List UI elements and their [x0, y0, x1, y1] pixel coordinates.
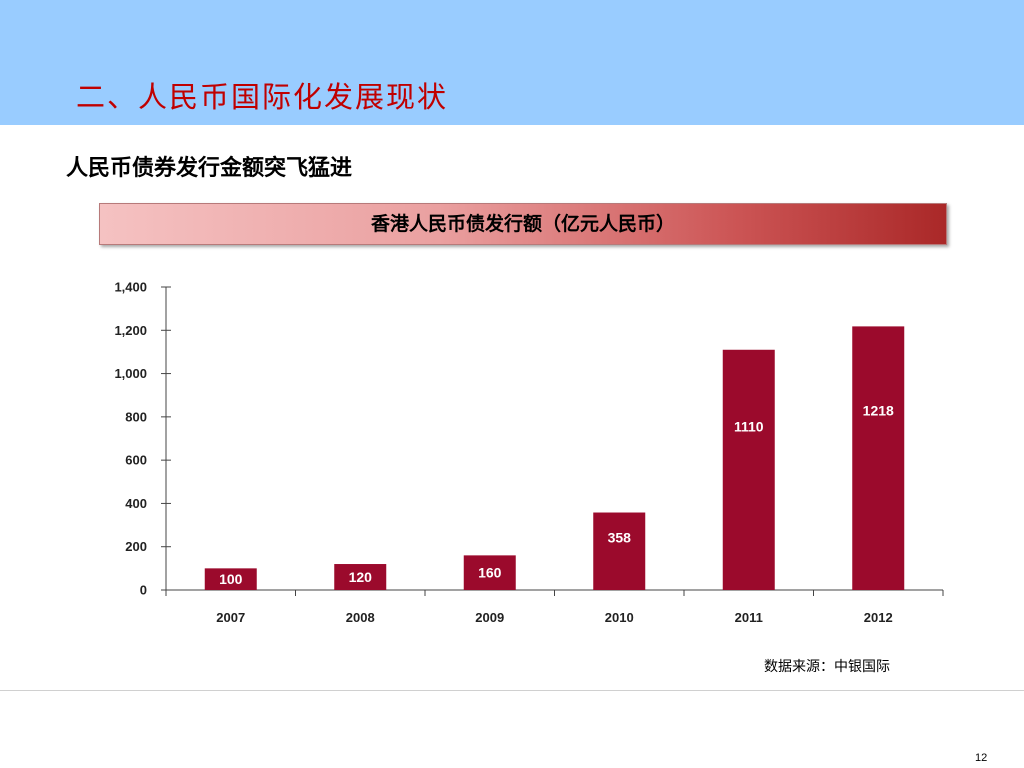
- data-label-2011: 1110: [734, 419, 764, 435]
- bars: 100 120 160 358 1110 1218: [204, 326, 905, 590]
- y-tick-label: 1,200: [114, 323, 147, 338]
- bar-2009: [463, 555, 516, 590]
- data-label-2010: 358: [608, 529, 632, 545]
- x-axis: 2007 2008 2009 2010 2011 2012: [165, 589, 944, 625]
- chart-title: 香港人民币债发行额（亿元人民币）: [99, 203, 947, 245]
- data-label-2007: 100: [219, 571, 243, 587]
- bar-2012: [852, 326, 905, 590]
- y-tick-label: 0: [140, 583, 147, 598]
- y-tick-label: 400: [125, 496, 147, 511]
- bar-2011: [722, 349, 775, 590]
- y-tick-label: 600: [125, 453, 147, 468]
- y-tick-label: 1,000: [114, 366, 147, 381]
- header-band: [0, 0, 1024, 125]
- x-tick-label: 2007: [216, 610, 245, 625]
- y-tick-label: 800: [125, 409, 147, 424]
- y-tick-label: 200: [125, 539, 147, 554]
- x-tick-label: 2010: [605, 610, 634, 625]
- data-label-2008: 120: [349, 569, 373, 585]
- slide-subtitle: 人民币债券发行金额突飞猛进: [66, 155, 353, 181]
- x-tick-label: 2008: [346, 610, 375, 625]
- bar-2007: [204, 568, 257, 590]
- y-tick-label: 1,400: [114, 280, 147, 295]
- slide-title: 二、人民币国际化发展现状: [76, 80, 449, 114]
- footer-divider: [0, 690, 1024, 691]
- data-label-2009: 160: [478, 565, 502, 581]
- x-tick-label: 2012: [864, 610, 893, 625]
- page-number: 12: [975, 752, 988, 764]
- x-tick-label: 2011: [735, 610, 763, 625]
- bar-2010: [593, 512, 646, 590]
- y-axis: 0 200 400 600 800 1,000 1,200 1,400: [114, 280, 171, 598]
- data-label-2012: 1218: [863, 403, 894, 419]
- bar-2008: [334, 564, 387, 590]
- data-source-note: 数据来源：中银国际: [764, 659, 890, 675]
- x-tick-label: 2009: [475, 610, 504, 625]
